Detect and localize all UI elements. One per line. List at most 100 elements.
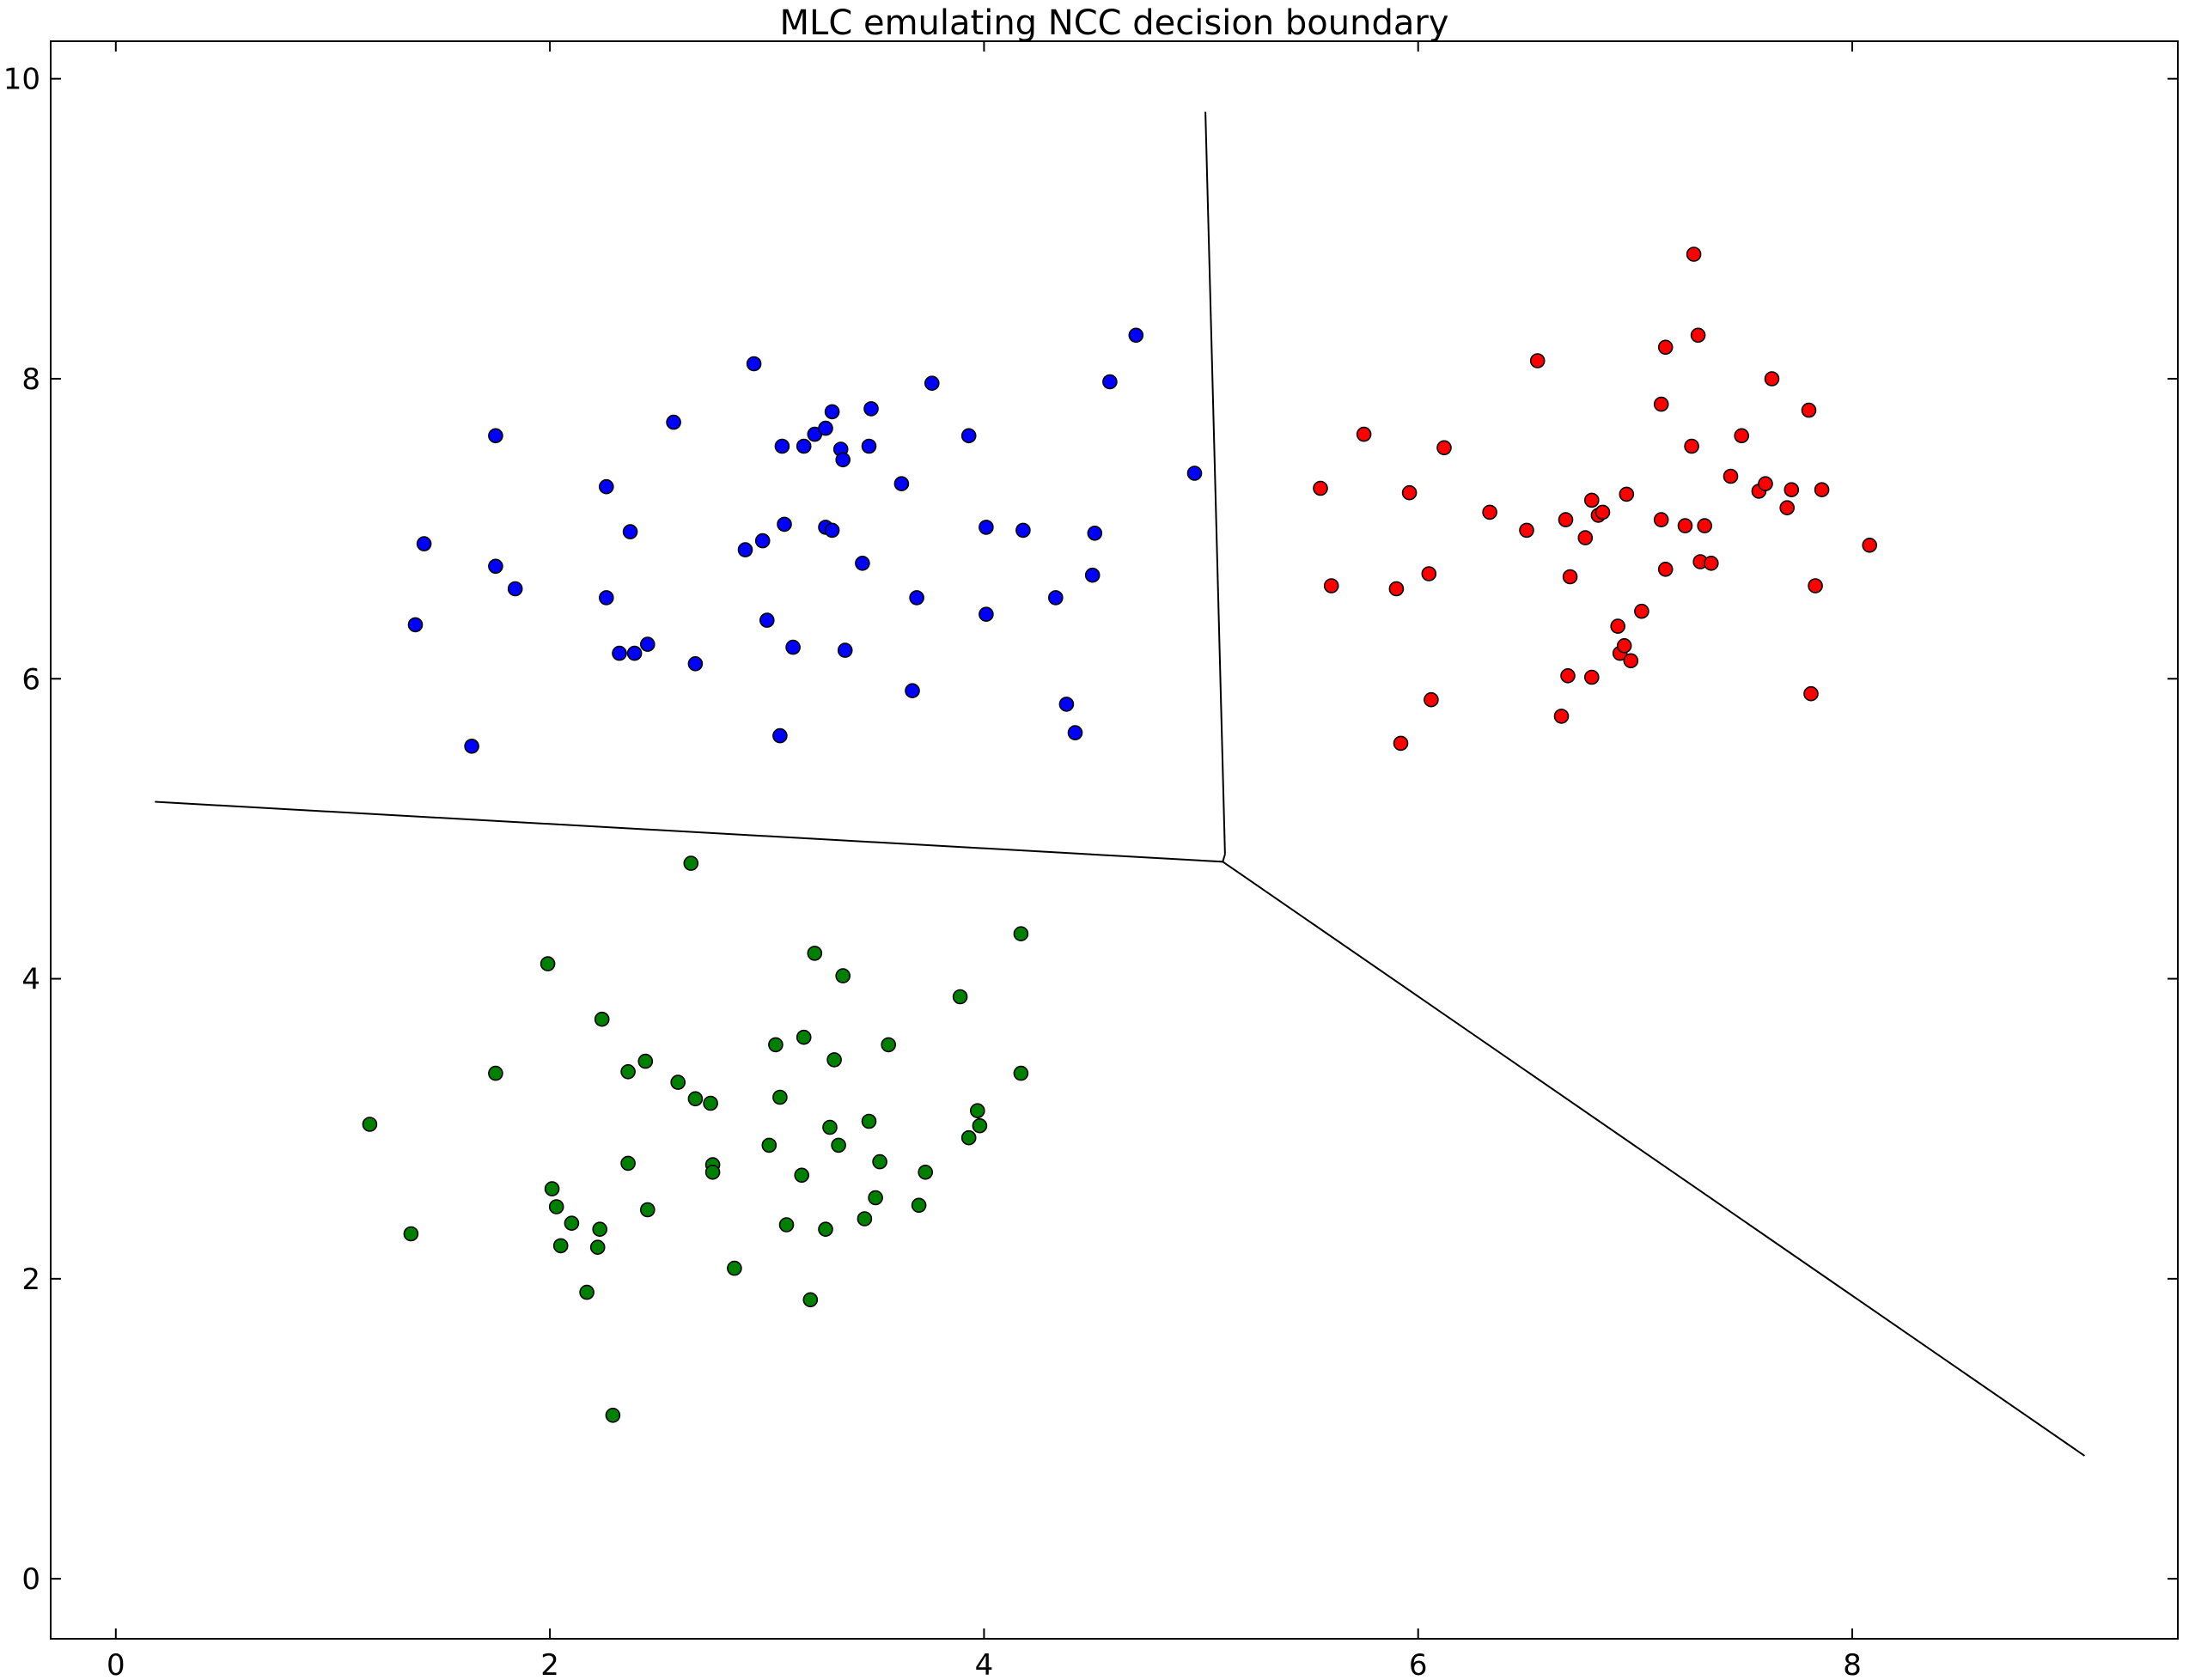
data-point — [855, 555, 870, 571]
axis-ticks-layer: 0 2 4 6 8 0 2 4 6 8 10 — [3, 41, 2178, 1680]
data-point — [579, 1284, 595, 1300]
data-point — [488, 1065, 503, 1081]
data-point — [1401, 484, 1418, 501]
data-point — [683, 855, 699, 871]
points-layer — [362, 247, 1877, 1423]
data-point — [403, 1226, 419, 1242]
data-point — [924, 375, 940, 392]
data-point — [970, 1103, 985, 1118]
data-point — [1657, 339, 1674, 356]
data-point — [1186, 466, 1203, 481]
x-tick-label: 6 — [1409, 1648, 1428, 1680]
blue-class-series — [407, 327, 1203, 754]
data-point — [1013, 1065, 1029, 1081]
data-point — [1553, 709, 1570, 724]
data-point — [868, 1190, 883, 1206]
data-point — [1704, 555, 1719, 571]
data-point — [639, 1202, 655, 1218]
data-point — [1388, 581, 1405, 597]
data-point — [464, 738, 479, 754]
data-point — [1653, 396, 1669, 412]
data-point — [737, 542, 753, 557]
data-point — [1734, 428, 1749, 444]
data-point — [1393, 735, 1409, 752]
data-point — [1084, 567, 1101, 583]
data-point — [1784, 482, 1800, 498]
data-point — [703, 1095, 718, 1111]
data-point — [1594, 504, 1611, 520]
data-point — [768, 1037, 784, 1053]
data-point — [1584, 669, 1600, 685]
data-point — [1653, 512, 1669, 527]
data-point — [1421, 566, 1437, 581]
data-point — [687, 655, 704, 672]
data-point — [905, 683, 920, 699]
data-point — [552, 1238, 569, 1254]
data-point — [772, 1089, 788, 1105]
data-point — [1808, 578, 1823, 593]
data-point — [1814, 482, 1830, 498]
data-point — [822, 1119, 838, 1135]
data-point — [785, 639, 801, 655]
data-point — [594, 1011, 610, 1027]
data-point — [1634, 603, 1649, 619]
data-point — [1560, 667, 1576, 684]
data-point — [1657, 561, 1674, 577]
data-point — [622, 524, 638, 539]
data-point — [1313, 480, 1328, 496]
data-point — [1048, 590, 1064, 606]
data-point — [1356, 426, 1372, 442]
data-point — [1623, 653, 1639, 669]
data-point — [861, 438, 877, 454]
data-point — [620, 1064, 636, 1080]
x-tick-label: 0 — [107, 1648, 125, 1680]
decision-boundary-line-1 — [1204, 112, 1226, 855]
decision-boundary-line-2 — [155, 800, 1226, 863]
data-point — [362, 1117, 378, 1132]
data-point — [1015, 522, 1031, 539]
data-point — [861, 1113, 877, 1129]
data-point — [1584, 492, 1600, 508]
data-point — [1529, 353, 1546, 368]
data-point — [1862, 537, 1877, 553]
data-point — [759, 612, 775, 628]
data-point — [1424, 691, 1439, 708]
data-point — [1519, 522, 1534, 539]
data-point — [1686, 247, 1702, 262]
y-tick-label: 4 — [21, 963, 40, 997]
data-point — [589, 1239, 606, 1255]
data-point — [639, 636, 655, 652]
data-point — [818, 420, 833, 436]
decision-boundary-line-3 — [1222, 861, 2085, 1457]
data-point — [1128, 327, 1144, 344]
data-point — [1577, 530, 1594, 545]
data-point — [1779, 500, 1795, 516]
x-tick-label: 8 — [1843, 1648, 1862, 1680]
plot-area-frame — [50, 40, 2179, 1640]
data-point — [835, 452, 851, 468]
data-point — [857, 1211, 873, 1227]
y-tick-label: 0 — [21, 1562, 40, 1597]
y-tick-label: 2 — [21, 1263, 40, 1297]
data-point — [612, 645, 627, 661]
data-point — [818, 1221, 833, 1237]
data-point — [704, 1165, 721, 1180]
data-point — [960, 428, 977, 444]
data-point — [746, 356, 762, 372]
data-point — [960, 1129, 977, 1146]
data-point — [598, 590, 614, 606]
data-point — [1697, 518, 1712, 533]
data-point — [544, 1181, 560, 1196]
data-point — [488, 428, 503, 444]
data-point — [1723, 468, 1739, 484]
data-point — [909, 590, 924, 606]
data-point — [1323, 578, 1339, 593]
data-point — [972, 1117, 988, 1134]
data-point — [1482, 504, 1497, 520]
data-point — [893, 476, 910, 492]
data-point — [1616, 637, 1632, 654]
data-point — [881, 1037, 896, 1053]
green-class-series — [362, 855, 1029, 1423]
decision-boundary-layer — [155, 112, 2085, 1457]
data-point — [979, 606, 994, 623]
